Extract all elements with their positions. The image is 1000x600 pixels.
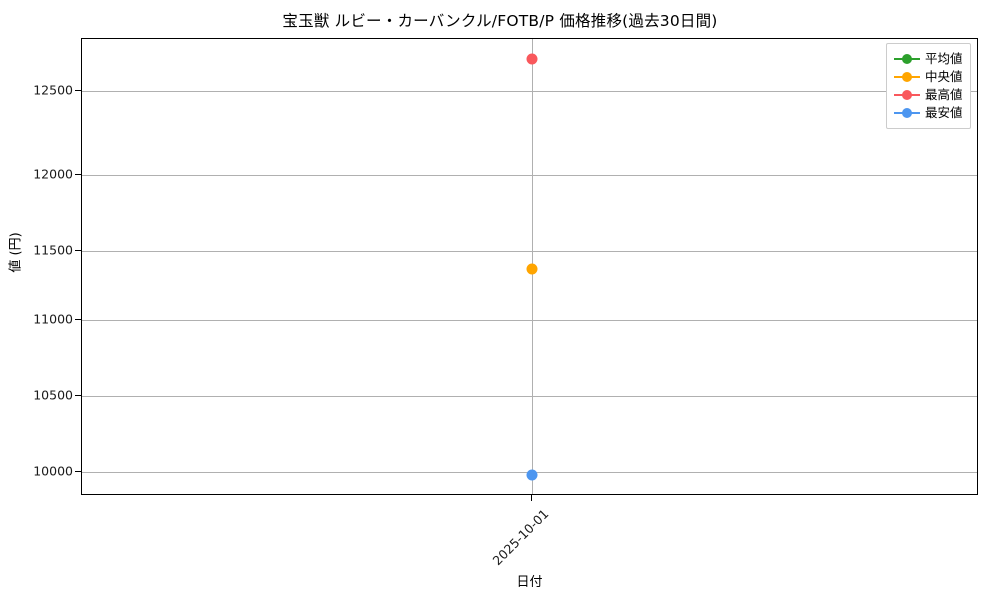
- plot-inner: [82, 39, 977, 494]
- data-point-min: [526, 469, 538, 481]
- legend-label-median: 中央値: [925, 68, 963, 84]
- chart-legend: 平均値 中央値 最高値 最安値: [886, 43, 971, 129]
- x-tick-label-2025-10-01: 2025-10-01: [489, 506, 552, 569]
- y-axis-tick-marks: [0, 38, 81, 495]
- y-tick-mark: [75, 395, 81, 396]
- y-tick-label-12000: 12000: [33, 166, 73, 182]
- x-axis-label: 日付: [516, 575, 543, 590]
- x-axis-tick-labels: 2025-10-01: [81, 506, 978, 569]
- gridline-h-11000: [82, 320, 977, 321]
- y-tick-label-11500: 11500: [33, 242, 73, 258]
- gridline-h-10500: [82, 396, 977, 397]
- legend-item-min[interactable]: 最安値: [894, 104, 963, 122]
- legend-label-min: 最安値: [925, 104, 963, 120]
- legend-item-median[interactable]: 中央値: [894, 68, 963, 86]
- legend-label-max: 最高値: [925, 86, 963, 102]
- y-tick-label-11000: 11000: [33, 311, 73, 327]
- y-axis-tick-labels: 10000 10500 11000 11500 12000 12500: [0, 38, 73, 495]
- y-tick-label-12500: 12500: [33, 82, 73, 98]
- legend-item-max[interactable]: 最高値: [894, 86, 963, 104]
- legend-label-average: 平均値: [925, 50, 963, 66]
- legend-marker-orange-icon: [894, 71, 920, 83]
- gridline-h-12000: [82, 175, 977, 176]
- x-tick-mark: [531, 495, 532, 501]
- y-tick-mark: [75, 471, 81, 472]
- y-tick-mark: [75, 90, 81, 91]
- legend-marker-green-icon: [894, 53, 920, 65]
- legend-item-average[interactable]: 平均値: [894, 50, 963, 68]
- chart-title: 宝玉獣 ルビー・カーバンクル/FOTB/P 価格推移(過去30日間): [282, 12, 718, 30]
- legend-marker-red-icon: [894, 89, 920, 101]
- y-tick-label-10000: 10000: [33, 463, 73, 479]
- y-tick-mark: [75, 319, 81, 320]
- y-tick-label-10500: 10500: [33, 387, 73, 403]
- gridline-h-12500: [82, 91, 977, 92]
- gridline-h-11500: [82, 251, 977, 252]
- data-point-median: [526, 263, 538, 275]
- plot-area: [81, 38, 978, 495]
- y-tick-mark: [75, 250, 81, 251]
- x-axis-tick-marks: [81, 495, 978, 503]
- y-tick-mark: [75, 174, 81, 175]
- legend-marker-blue-icon: [894, 107, 920, 119]
- data-point-max: [526, 53, 538, 65]
